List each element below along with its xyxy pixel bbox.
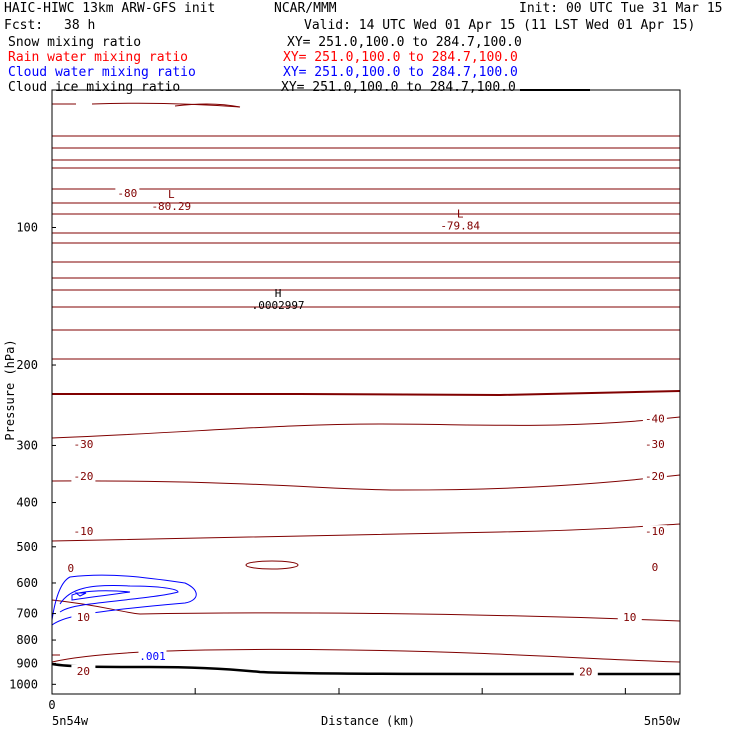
center-label: NCAR/MMM [274,1,337,16]
field-xy-snow: XY= 251.0,100.0 to 284.7,100.0 [287,35,522,50]
isotherm-label-bg [115,186,140,199]
y-tick-label: 500 [16,540,38,554]
isotherm-label: -30 [73,438,93,451]
y-tick-label: 100 [16,221,38,235]
isotherm-label-bg [642,470,667,483]
isotherm-label: 0 [68,562,75,575]
field-xy-cloud-ice: XY= 251.0,100.0 to 284.7,100.0 [281,80,516,95]
extremum-marker: H [275,287,282,300]
cloud-water-label-bg [138,650,167,663]
field-xy-cloud-water: XY= 251.0,100.0 to 284.7,100.0 [283,65,518,80]
x-left-label: 5n54w [52,714,89,728]
isotherm-label: -20 [645,470,665,483]
cloud-water-label: .001 [139,650,166,663]
y-tick-label: 300 [16,438,38,452]
y-tick-label: 900 [16,656,38,670]
y-axis-title: Pressure (hPa) [3,339,17,440]
isotherm-lines [51,102,681,663]
cloud-water-contour [74,592,87,597]
y-tick-label: 700 [16,607,38,621]
isotherm-label: -80 [117,187,137,200]
isotherm-label-bg [617,610,642,623]
y-tick-label: 600 [16,576,38,590]
isotherm-label: -10 [645,525,665,538]
y-tick-label: 800 [16,633,38,647]
isotherm-line [51,523,681,542]
plot-frame [51,89,681,695]
extremum-marker: L [457,207,464,220]
field-xy-rain: XY= 251.0,100.0 to 284.7,100.0 [283,50,518,65]
model-title: HAIC-HIWC 13km ARW-GFS init [4,1,216,16]
x-axis [51,688,626,694]
extremum-value: .0002997 [252,299,305,312]
field-name-snow: Snow mixing ratio [8,35,142,50]
isotherm-label: 10 [77,611,90,624]
field-name-cloud-ice: Cloud ice mixing ratio [8,80,181,95]
cloud-water-contour [59,585,179,613]
isotherm-label-bg [71,438,96,451]
x-right-label: 5n50w [644,714,681,728]
isotherm-label-bg [71,470,96,483]
isotherm-label-bg [642,438,667,451]
isotherm-label: 20 [579,666,592,679]
isotherm-label-bg [573,665,598,678]
isotherm-label-bg [642,525,667,538]
isotherm-zero-line [52,390,681,397]
isotherm-label-bg [642,412,667,425]
isotherm-line [174,103,241,108]
extremum-value: -80.29 [151,200,191,213]
isotherm-label: -10 [73,525,93,538]
extremum-value: -79.84 [440,219,480,232]
x-tick-label-0: 0 [48,698,55,712]
isotherm-label-bg [58,561,83,574]
y-tick-label: 200 [16,358,38,372]
isotherm-label: 0 [652,561,659,574]
init-time: Init: 00 UTC Tue 31 Mar 15 [519,1,723,16]
terrain-line [51,662,681,676]
isotherm-line [51,474,681,491]
isotherm-label: -20 [73,470,93,483]
fcst-label: Fcst: [4,18,44,33]
y-tick-label: 1000 [9,677,38,691]
fcst-value: 38 h [64,18,96,33]
isotherm-label: -40 [645,413,665,426]
isotherm-line [51,599,681,622]
y-tick-label: 400 [16,496,38,510]
x-axis-title: Distance (km) [321,714,415,728]
plot-border [51,89,681,695]
cloud-water-contour [71,590,131,601]
isotherm-label-bg [642,560,667,573]
extremum-marker: L [168,188,175,201]
isotherm-label-bg [71,664,96,677]
isotherm-label-bg [71,610,96,623]
field-name-rain: Rain water mixing ratio [8,50,189,65]
isotherm-line [52,102,241,108]
field-name-cloud-water: Cloud water mixing ratio [8,65,196,80]
y-axis: 100 200 300 400 500 600 700 800 900 1000 [9,221,56,691]
isotherm-label: 20 [77,665,90,678]
isotherm-label: -30 [645,438,665,451]
isotherm-label-bg [71,525,96,538]
isotherm-label: 10 [623,611,636,624]
isotherm-line [51,648,681,663]
isotherm-closed-line [245,560,299,570]
isotherm-line [51,416,681,439]
valid-time: Valid: 14 UTC Wed 01 Apr 15 (11 LST Wed … [304,18,696,33]
